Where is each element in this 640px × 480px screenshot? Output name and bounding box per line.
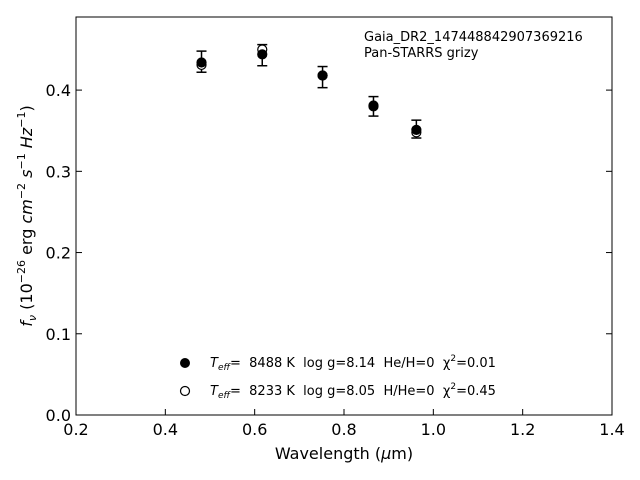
y-tick-label-4: 0.4: [46, 81, 71, 100]
filled-point-3: [368, 100, 379, 111]
x-tick-label-0: 0.2: [63, 420, 88, 439]
y-axis-ticks: 0.0 0.1 0.2 0.3 0.4: [46, 81, 612, 425]
x-axis-ticks: 0.2 0.4 0.6 0.8 1.0 1.2 1.4: [63, 409, 625, 439]
filled-point-4: [411, 124, 422, 136]
filled-point-2: [317, 70, 328, 81]
y-tick-label-3: 0.3: [46, 162, 71, 181]
filled-point-0: [196, 57, 207, 68]
legend: Teff= 8488 K log g=8.14 He/H=0 χ2=0.01 T…: [179, 354, 496, 401]
y-tick-label-1: 0.1: [46, 325, 71, 344]
x-tick-label-6: 1.4: [599, 420, 624, 439]
x-axis-label: Wavelength (μm): [275, 444, 413, 463]
x-tick-label-1: 0.4: [153, 420, 178, 439]
y-axis-label: fν (10−26 erg cm−2 s−1 Hz−1): [15, 105, 39, 326]
y-tick-label-0: 0.0: [46, 406, 71, 425]
survey-annotation: Pan-STARRS grizy: [364, 46, 479, 61]
legend-marker-filled: [180, 358, 190, 368]
y-tick-label-2: 0.2: [46, 244, 71, 263]
model-filled-markers: [196, 49, 422, 136]
x-tick-label-3: 0.8: [331, 420, 356, 439]
filled-point-1: [257, 49, 268, 60]
legend-marker-open: [179, 385, 191, 397]
legend-entry-open: Teff= 8233 K log g=8.05 H/He=0 χ2=0.45: [210, 382, 496, 401]
x-tick-label-2: 0.6: [242, 420, 267, 439]
x-tick-label-4: 1.0: [421, 420, 446, 439]
x-tick-label-5: 1.2: [510, 420, 535, 439]
legend-entry-filled: Teff= 8488 K log g=8.14 He/H=0 χ2=0.01: [210, 354, 496, 373]
star-id-annotation: Gaia_DR2_147448842907369216: [364, 30, 583, 45]
